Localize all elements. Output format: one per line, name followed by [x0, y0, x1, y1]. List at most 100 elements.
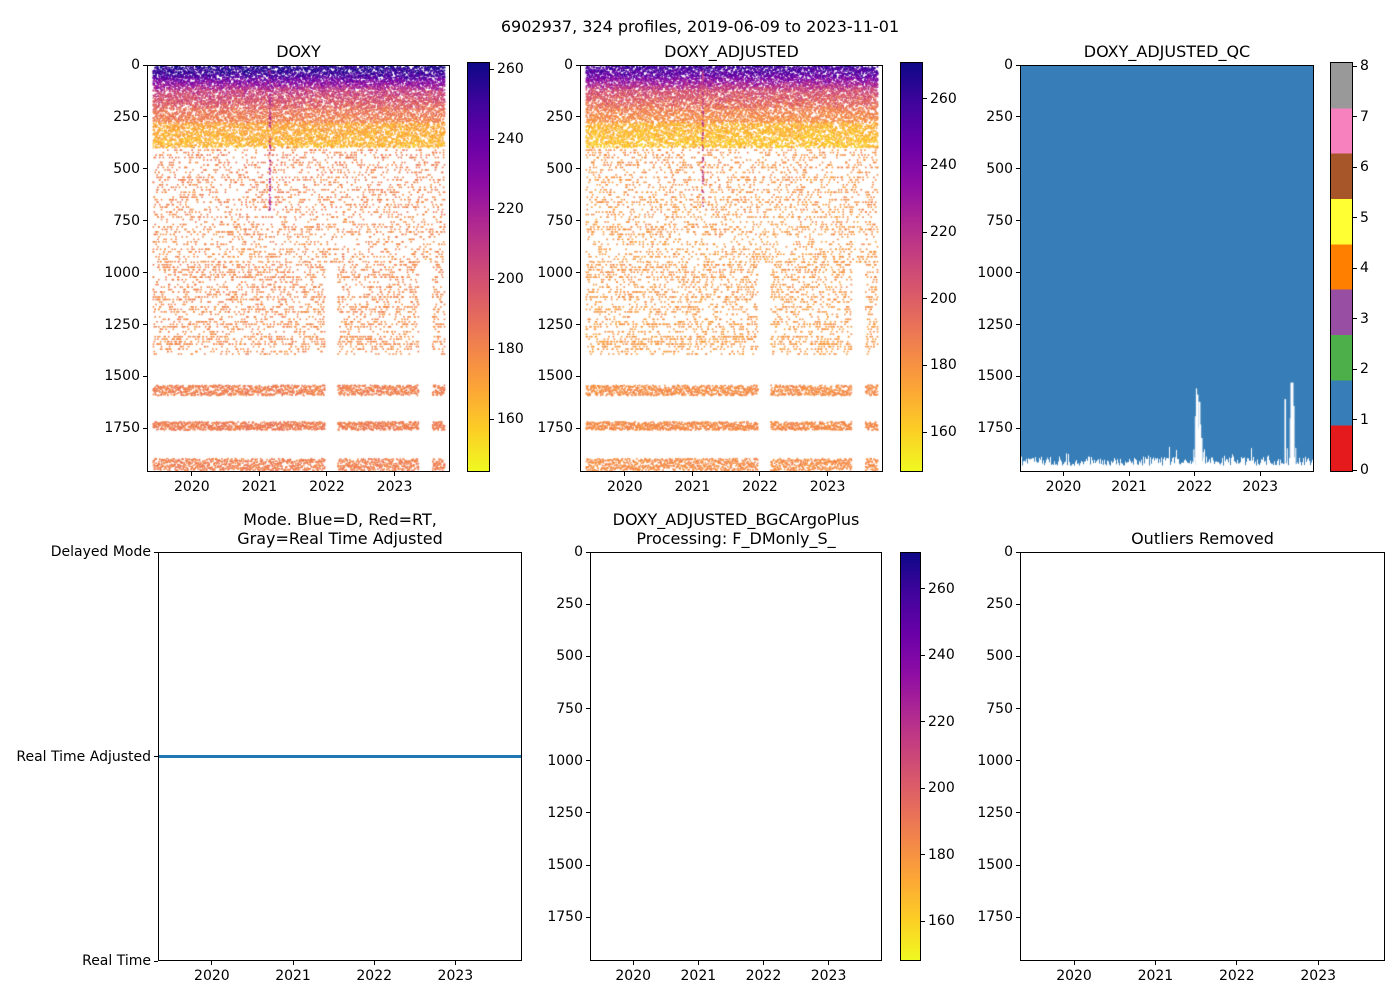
- doxy_adjusted_qc-ytick-label: 1750: [977, 420, 1013, 437]
- outliers-xtick-label: 2021: [1137, 968, 1174, 984]
- doxy-cbar-tick-label: 220: [497, 201, 524, 218]
- doxy-ytick-label: 1750: [104, 420, 140, 437]
- doxy-cbar-tick-label: 260: [497, 61, 524, 77]
- outliers-plot: [1020, 552, 1385, 961]
- mode-xtick-mark: [211, 961, 213, 965]
- doxy-scatter-canvas: [148, 66, 449, 471]
- outliers-ytick-mark: [1016, 603, 1020, 605]
- qc-cbar-tick-mark: [1353, 116, 1357, 117]
- outliers-ytick-mark: [1016, 551, 1020, 553]
- doxy-ytick-mark: [143, 324, 147, 326]
- mode-ytick-mark: [154, 551, 158, 553]
- doxy-xtick-mark: [191, 472, 193, 476]
- mode-title: Mode. Blue=D, Red=RT, Gray=Real Time Adj…: [158, 510, 522, 548]
- doxy_adjusted-ytick-mark: [576, 324, 580, 326]
- bgc-ytick-mark: [586, 916, 590, 918]
- bgc-cbar-tick-mark: [921, 721, 925, 723]
- doxy-ytick-label: 1500: [104, 368, 140, 385]
- outliers-ytick-label: 500: [986, 648, 1013, 665]
- doxy_adjusted-cbar-tick-mark: [923, 98, 927, 100]
- doxy_adjusted-cbar-tick-label: 260: [930, 90, 957, 107]
- bgc-cbar-tick-mark: [921, 787, 925, 789]
- bgc-xtick-mark: [697, 961, 699, 965]
- qc-cbar-tick-label: 8: [1360, 58, 1369, 74]
- bgc-xtick-label: 2023: [810, 968, 847, 984]
- doxy_adjusted_qc-ytick-mark: [1016, 375, 1020, 377]
- bgc-xtick-label: 2020: [615, 968, 652, 984]
- qc-title: DOXY_ADJUSTED_QC: [1020, 42, 1314, 61]
- doxy_adjusted-ytick-mark: [576, 375, 580, 377]
- doxy-cbar-tick-mark: [490, 278, 494, 280]
- doxy-ytick-label: 0: [131, 57, 140, 73]
- mode-xtick-mark: [373, 961, 375, 965]
- doxy_adjusted_qc-xtick-label: 2021: [1111, 479, 1147, 495]
- doxy-ytick-mark: [143, 272, 147, 274]
- bgc-ytick-label: 1250: [547, 804, 583, 821]
- doxy_adjusted-cbar-tick-mark: [923, 431, 927, 433]
- bgc-cbar-tick-label: 240: [928, 647, 955, 664]
- bgc-xtick-label: 2021: [680, 968, 717, 984]
- bgc-cbar-tick-label: 260: [928, 580, 955, 597]
- outliers-ytick-mark: [1016, 916, 1020, 918]
- doxy_adjusted-cbar-tick-label: 180: [930, 357, 957, 374]
- qc-cbar-tick-label: 4: [1360, 260, 1369, 276]
- mode-xtick-label: 2020: [194, 968, 230, 984]
- mode-title-line2: Gray=Real Time Adjusted: [237, 529, 443, 548]
- qc-cbar-tick-label: 3: [1360, 310, 1369, 327]
- outliers-ytick-label: 750: [986, 700, 1013, 717]
- doxy-xtick-mark: [394, 472, 396, 476]
- qc-cbar-tick-mark: [1353, 267, 1357, 269]
- outliers-xtick-label: 2020: [1056, 968, 1092, 984]
- qc-heatmap-canvas: [1021, 66, 1313, 471]
- bgc-ytick-mark: [586, 655, 590, 657]
- outliers-ytick-mark: [1016, 812, 1020, 814]
- doxy_adjusted_qc-ytick-label: 0: [1004, 57, 1013, 73]
- mode-ytick-mark: [154, 756, 158, 757]
- mode-ytick-label: Real Time: [82, 953, 151, 969]
- doxy-xtick-mark: [258, 472, 260, 476]
- doxy_adjusted_qc-ytick-mark: [1016, 272, 1020, 274]
- doxy-ytick-mark: [143, 220, 147, 222]
- doxy_adjusted-cbar-tick-mark: [923, 231, 927, 233]
- outliers-xtick-mark: [1073, 961, 1075, 965]
- doxy_adjusted-xtick-label: 2020: [607, 479, 643, 495]
- bgc-ytick-label: 0: [574, 544, 583, 560]
- qc-cbar-tick-label: 2: [1360, 361, 1369, 377]
- qc-title-line: DOXY_ADJUSTED_QC: [1083, 42, 1251, 61]
- outliers-ytick-label: 0: [1004, 544, 1013, 560]
- bgc-ytick-label: 1750: [547, 909, 583, 926]
- doxy_adjusted_qc-ytick-mark: [1016, 427, 1020, 429]
- qc-cbar-tick-label: 0: [1360, 462, 1369, 478]
- doxy-ytick-label: 500: [113, 160, 140, 177]
- doxy-cbar-tick-mark: [490, 138, 494, 140]
- doxy-title: DOXY: [147, 42, 450, 61]
- doxy-colorbar: [467, 62, 490, 472]
- bgc-ytick-mark: [586, 603, 590, 605]
- doxy-ytick-label: 250: [113, 108, 140, 125]
- doxy_adjusted-xtick-mark: [827, 472, 829, 476]
- doxy-ytick-mark: [143, 116, 147, 118]
- doxy-cbar-tick-mark: [490, 68, 494, 70]
- doxy_adjusted-ytick-mark: [576, 220, 580, 222]
- outliers-ytick-mark: [1016, 760, 1020, 762]
- qc-cbar-tick-mark: [1353, 217, 1357, 218]
- doxy-xtick-label: 2022: [309, 479, 345, 495]
- doxy_adjusted_qc-ytick-mark: [1016, 220, 1020, 222]
- doxy_adjusted_qc-xtick-mark: [1063, 472, 1064, 476]
- qc-cbar-tick-label: 7: [1360, 108, 1369, 125]
- bgc-ytick-mark: [586, 551, 590, 553]
- doxy-xtick-mark: [326, 472, 328, 476]
- doxy_adjusted_qc-xtick-mark: [1128, 472, 1130, 476]
- outliers-ytick-mark: [1016, 655, 1020, 657]
- bgc-ytick-label: 750: [556, 700, 583, 717]
- mode-line-real-time-adjusted: [159, 755, 521, 758]
- doxy_adjusted-cbar-tick-mark: [923, 298, 927, 300]
- bgc-cbar-tick-mark: [921, 854, 925, 856]
- doxy-cbar-tick-mark: [490, 348, 494, 350]
- doxy_adjusted_qc-ytick-mark: [1016, 168, 1020, 170]
- bgc-cbar-tick-mark: [921, 920, 925, 922]
- doxy-cbar-tick-label: 160: [497, 411, 524, 428]
- doxy_adjusted_qc-ytick-label: 500: [986, 160, 1013, 177]
- mode-xtick-mark: [454, 961, 456, 965]
- doxy_adjusted-ytick-mark: [576, 116, 580, 118]
